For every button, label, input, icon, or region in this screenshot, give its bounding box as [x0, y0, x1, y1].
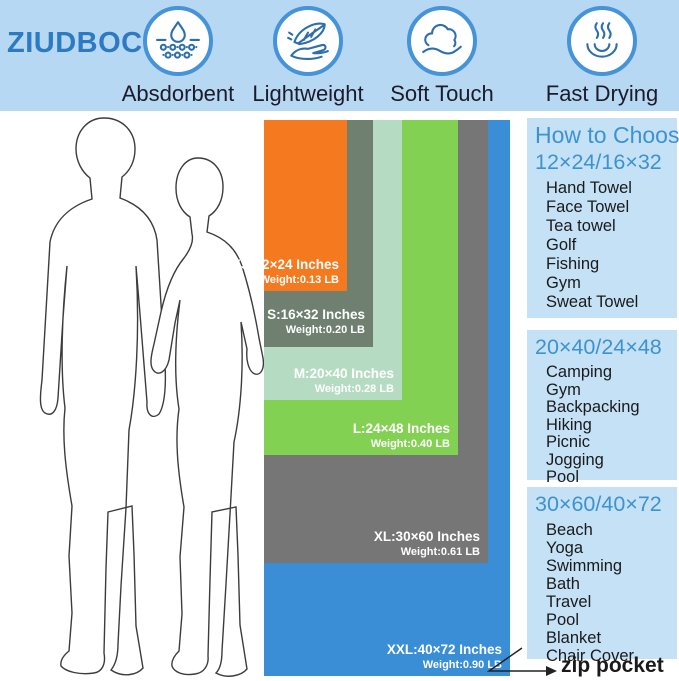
size-label-s: S:16×32 Inches Weight:0.20 LB: [267, 307, 365, 336]
list-item: Picnic: [546, 433, 591, 451]
feather-hand-icon: [273, 6, 343, 76]
list-item: Swimming: [546, 557, 623, 575]
list-item: Fishing: [546, 255, 600, 273]
list-item: Chair Cover: [546, 647, 635, 665]
guide-block-medium-sizes: 20×40/24×48 Camping Gym Backpacking Hiki…: [527, 330, 677, 486]
list-item: Sweat Towel: [546, 293, 639, 311]
feature-label: Absdorbent: [121, 81, 235, 106]
list-item: Camping: [546, 363, 613, 381]
size-label-l: L:24×48 Inches Weight:0.40 LB: [352, 421, 450, 450]
size-label-xxl: XXL:40×72 Inches Weight:0.90 LB: [386, 642, 502, 671]
towel-rect-xs: XS:12×24 Inches Weight:0.13 LB: [232, 120, 347, 291]
guide-list: Beach Yoga Swimming Bath Travel Pool Bla…: [535, 521, 675, 665]
arrow-head: [546, 666, 557, 676]
brand-logo: ZIUDBOC: [7, 27, 143, 59]
feature-soft-touch: Soft Touch: [372, 6, 512, 107]
list-item: Hand Towel: [546, 179, 632, 197]
list-item: Beach: [546, 521, 593, 539]
list-item: Golf: [546, 236, 577, 254]
man-outline: [39, 117, 167, 676]
feature-lightweight: Lightweight: [238, 6, 378, 107]
feature-label: Soft Touch: [390, 81, 494, 106]
list-item: Hiking: [546, 415, 592, 434]
zip-pocket-label: zip pocket: [561, 654, 664, 677]
list-item: Gym: [546, 274, 581, 292]
guide-header-20x40-24x48: 20×40/24×48: [535, 335, 662, 359]
guide-header-30x60-40x72: 30×60/40×72: [535, 492, 662, 516]
list-item: Yoga: [546, 539, 584, 557]
feature-label: Lightweight: [252, 81, 364, 106]
list-item: Pool: [546, 468, 580, 486]
list-item: Gym: [546, 380, 581, 399]
size-label-m: M:20×40 Inches Weight:0.28 LB: [293, 366, 394, 395]
size-comparison-chart: XXL:40×72 Inches Weight:0.90 LB XL:30×60…: [232, 120, 510, 676]
guide-header-12x24-16x32: 12×24/16×32: [535, 150, 662, 174]
steam-icon: [567, 6, 637, 76]
list-item: Travel: [546, 593, 592, 611]
feature-label: Fast Drying: [545, 81, 659, 106]
list-item: Tea towel: [546, 217, 616, 235]
header-band: ZIUDBOC Absdorbent: [0, 0, 679, 111]
feature-fast-drying: Fast Drying: [532, 6, 672, 107]
feature-absorbent: Absdorbent: [108, 6, 248, 107]
list-item: Face Towel: [546, 198, 630, 216]
guide-block-small-sizes: How to Choose 12×24/16×32 Hand Towel Fac…: [527, 118, 679, 318]
size-label-xl: XL:30×60 Inches Weight:0.61 LB: [373, 529, 480, 558]
water-absorb-icon: [143, 6, 213, 76]
cloud-icon: [407, 6, 477, 76]
size-label-xs: XS:12×24 Inches Weight:0.13 LB: [232, 257, 339, 286]
list-item: Bath: [546, 575, 580, 593]
guide-block-large-sizes: 30×60/40×72 Beach Yoga Swimming Bath Tra…: [527, 487, 677, 665]
human-figures-sketch: [39, 117, 264, 677]
guide-list: Hand Towel Face Towel Tea towel Golf Fis…: [535, 179, 675, 312]
list-item: Jogging: [546, 450, 604, 469]
guide-list: Camping Gym Backpacking Hiking Picnic Jo…: [535, 363, 675, 487]
guide-title: How to Choose: [535, 122, 679, 148]
woman-outline: [150, 157, 264, 677]
list-item: Blanket: [546, 629, 602, 647]
list-item: Backpacking: [546, 398, 640, 416]
list-item: Pool: [546, 611, 580, 629]
